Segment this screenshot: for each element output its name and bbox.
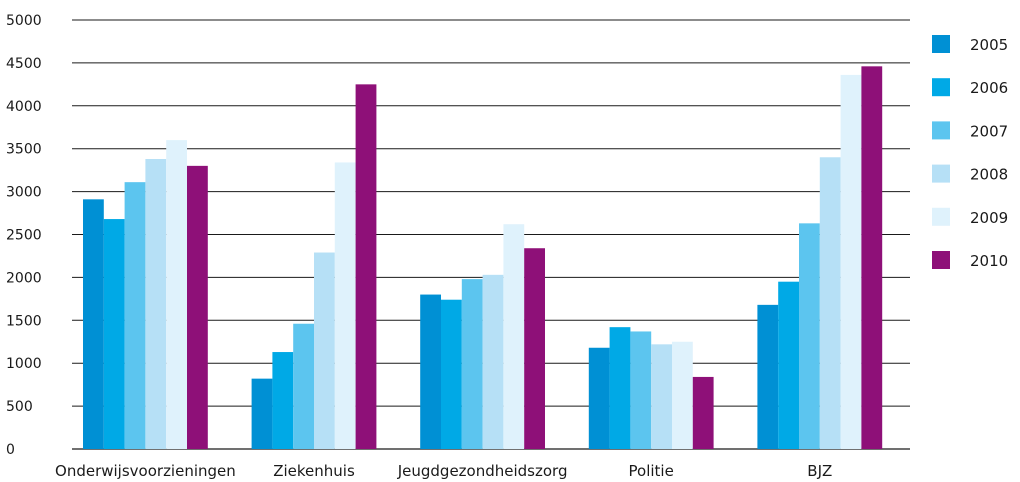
bar-2006-2: [441, 299, 462, 449]
y-tick-label: 2000: [6, 270, 42, 286]
bar-2006-4: [778, 281, 799, 449]
category-label: BJZ: [807, 462, 832, 480]
legend-swatch: [932, 78, 950, 97]
bar-2007-1: [293, 323, 314, 449]
category-label: Jeugdgezondheidszorg: [397, 462, 568, 480]
bar-2008-2: [482, 274, 504, 449]
legend-label: 2008: [970, 166, 1008, 184]
bar-2005-3: [588, 347, 610, 449]
legend-swatch: [932, 121, 950, 140]
bar-2008-1: [314, 252, 335, 449]
y-tick-label: 3000: [6, 185, 42, 201]
bar-2010-3: [692, 376, 714, 449]
legend-label: 2005: [970, 36, 1008, 54]
bar-2008-3: [651, 344, 672, 449]
y-tick-label: 1000: [6, 356, 42, 372]
bar-2007-4: [799, 223, 820, 449]
legend-label: 2006: [970, 79, 1008, 97]
bar-2010-0: [187, 165, 208, 450]
y-tick-label: 500: [6, 399, 33, 415]
bar-2006-1: [272, 352, 294, 449]
bar-2005-0: [83, 199, 104, 449]
category-label: Onderwijsvoorzieningen: [55, 462, 236, 480]
x-axis: Onderwijsvoorzieningen Ziekenhuis Jeugdgez…: [55, 462, 832, 480]
category-label: Politie: [629, 462, 674, 480]
legend-swatch: [932, 207, 950, 226]
legend-label: 2010: [970, 252, 1008, 270]
bar-2006-3: [609, 327, 631, 449]
bar-2009-2: [503, 224, 525, 449]
bar-2010-2: [524, 248, 545, 449]
legend: 2005 2006 2007 2008 2009 2010: [932, 35, 1008, 270]
bars: [83, 66, 883, 450]
bar-2010-1: [355, 84, 377, 449]
bar-2005-1: [251, 378, 273, 449]
bar-2005-2: [420, 294, 441, 449]
y-axis: 0 500 1000 1500 2000 2500 3000 3500 4000 4500 5000: [6, 13, 42, 458]
bar-2009-1: [334, 162, 356, 450]
bar-2007-2: [461, 279, 483, 449]
bar-2009-0: [166, 140, 187, 449]
bar-2006-0: [103, 219, 125, 449]
bar-2007-3: [630, 331, 652, 449]
y-tick-label: 2500: [6, 228, 42, 244]
y-tick-label: 1500: [6, 313, 42, 329]
y-tick-label: 4500: [6, 56, 42, 72]
legend-swatch: [932, 35, 950, 53]
y-tick-label: 3500: [6, 142, 42, 158]
bar-2009-3: [672, 341, 693, 449]
y-tick-label: 0: [6, 442, 15, 458]
legend-swatch: [932, 164, 950, 183]
category-label: Ziekenhuis: [273, 462, 355, 480]
legend-label: 2007: [970, 122, 1008, 140]
bar-2009-4: [840, 74, 862, 450]
bar-2008-4: [819, 157, 841, 449]
bar-2005-4: [757, 304, 779, 449]
bar-2008-0: [145, 158, 167, 449]
legend-swatch: [932, 251, 950, 269]
legend-label: 2009: [970, 209, 1008, 227]
y-tick-label: 5000: [6, 13, 42, 29]
bar-2007-0: [124, 182, 146, 450]
y-tick-label: 4000: [6, 99, 42, 115]
bar-2010-4: [861, 66, 883, 449]
